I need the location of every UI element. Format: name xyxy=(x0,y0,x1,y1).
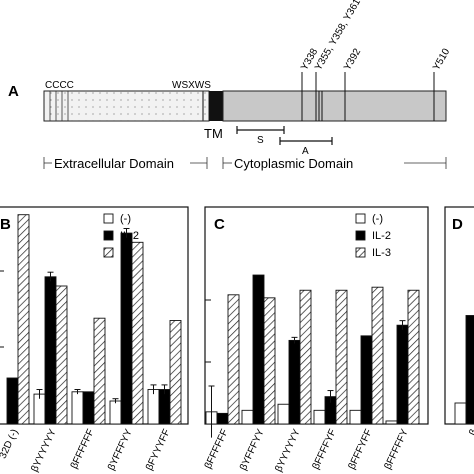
panel-c-letter: C xyxy=(214,216,225,233)
panel-a-letter: A xyxy=(8,83,19,100)
panel-c-bar-none-4 xyxy=(349,409,362,425)
panel-c-bar-il-2-5 xyxy=(396,324,409,425)
panel-c-bars: βFFFFFF βYFFFYY βYYYYYY βFFFFYF βFFFYFF βFFFF… xyxy=(203,274,420,474)
panel-b-bar-none-2 xyxy=(71,391,84,425)
panel-c-x-label-0: βFFFFFF xyxy=(203,428,231,471)
legend-il3-swatch xyxy=(103,247,114,258)
panel-d-x-label-0: β xyxy=(467,427,474,437)
panel-b-letter: B xyxy=(0,216,11,233)
panel-c-x-label-5: βFFFFFY xyxy=(383,427,411,471)
region-a-label: A xyxy=(302,146,309,157)
legend-il2-swatch xyxy=(355,230,366,241)
panel-d-bar-il-2-0 xyxy=(465,315,474,425)
panel-c-bar-none-2 xyxy=(277,403,290,425)
cytoplasmic-label: Cytoplasmic Domain xyxy=(234,156,353,171)
site-label-y510: Y510 xyxy=(431,46,452,72)
panel-c-bar-il-3-3 xyxy=(335,289,348,425)
panel-c-bar-il-3-1 xyxy=(263,297,276,425)
panel-b-bar-il-2-3 xyxy=(120,232,133,425)
panel-b: B (-) IL-2 IL-3 32D (-)βYYYYYYβFFFFFFβYF… xyxy=(0,206,189,474)
panel-b-bar-il-2-0 xyxy=(6,377,19,425)
tm-segment xyxy=(209,91,223,121)
legend-none-swatch xyxy=(103,213,114,224)
panel-d-bars: β xyxy=(454,315,474,437)
panel-d-bar-none-0 xyxy=(454,402,467,425)
panel-c-bar-il-3-0 xyxy=(227,294,240,425)
extracellular-label: Extracellular Domain xyxy=(54,156,174,171)
panel-c-bar-il-3-5 xyxy=(407,289,420,425)
legend-il3-swatch xyxy=(355,247,366,258)
panel-c-bar-il-2-0 xyxy=(216,412,229,425)
panel-b-x-label-4: βFYYYFF xyxy=(144,428,173,473)
panel-b-bar-il-2-1 xyxy=(44,276,57,425)
panel-d: D β xyxy=(444,206,474,437)
panel-c-bar-il-2-2 xyxy=(288,339,301,425)
legend-none-label: (-) xyxy=(120,213,131,225)
legend-none-swatch xyxy=(355,213,366,224)
panel-c-x-label-2: βYYYYYY xyxy=(273,427,302,473)
panel-c-bar-none-3 xyxy=(313,409,326,425)
legend-il2-label: IL-2 xyxy=(372,230,391,242)
panel-c: C (-) IL-2 IL-3 βFFFFFF βYFFFYY βYYYYYY βFF… xyxy=(203,206,429,474)
panel-c-x-label-3: βFFFFYF xyxy=(311,428,339,472)
tm-label: TM xyxy=(204,126,223,141)
panel-b-bar-il-3-2 xyxy=(93,317,106,425)
panel-b-bar-il-2-2 xyxy=(82,391,95,425)
panel-c-bar-il-3-4 xyxy=(371,286,384,425)
region-s-label: S xyxy=(257,135,264,146)
panel-c-x-label-1: βYFFFYY xyxy=(238,427,267,472)
panel-b-bar-il-3-3 xyxy=(131,241,144,425)
panel-c-bar-none-5 xyxy=(385,420,398,425)
panel-c-bar-il-2-4 xyxy=(360,335,373,425)
motif-left-label: CCCC xyxy=(45,80,74,91)
legend-none-label: (-) xyxy=(372,213,383,225)
panel-c-bar-il-2-1 xyxy=(252,274,265,425)
panel-b-bar-il-3-1 xyxy=(55,285,68,425)
panel-b-bar-il-2-4 xyxy=(158,389,171,425)
motif-right-label: WSXWS xyxy=(172,80,211,91)
panel-b-bar-none-4 xyxy=(147,389,160,425)
panel-c-legend: (-) IL-2 IL-3 xyxy=(355,213,391,259)
panel-a: A CCCC WSXWS TM Y338 Y355, Y358, Y361 Y3… xyxy=(8,0,452,171)
panel-b-bars: 32D (-) βYYYYYY βFFFFFF βYFFFYY βFYYYFF xyxy=(0,214,182,474)
site-label-y392: Y392 xyxy=(342,46,363,72)
legend-il2-swatch xyxy=(103,230,114,241)
panel-b-x-label-2: βFFFFFF xyxy=(69,428,97,471)
legend-il3-label: IL-3 xyxy=(372,247,391,259)
cytoplasmic-region xyxy=(222,90,447,122)
panel-b-bar-none-3 xyxy=(109,400,122,425)
panel-b-x-label-1: βYYYYYY xyxy=(29,427,58,473)
panel-c-bar-il-3-2 xyxy=(299,289,312,425)
extracellular-region xyxy=(43,90,210,122)
panel-d-letter: D xyxy=(452,216,463,233)
panel-b-x-label-0: 32D (-) xyxy=(0,428,21,461)
panel-c-bar-none-1 xyxy=(241,409,254,425)
panel-b-bar-il-3-0 xyxy=(17,214,30,425)
panel-b-x-label-3: βYFFFYY xyxy=(106,427,135,472)
panel-c-x-label-4: βFFFYFF xyxy=(347,428,375,472)
panel-b-bar-il-3-4 xyxy=(169,320,182,425)
